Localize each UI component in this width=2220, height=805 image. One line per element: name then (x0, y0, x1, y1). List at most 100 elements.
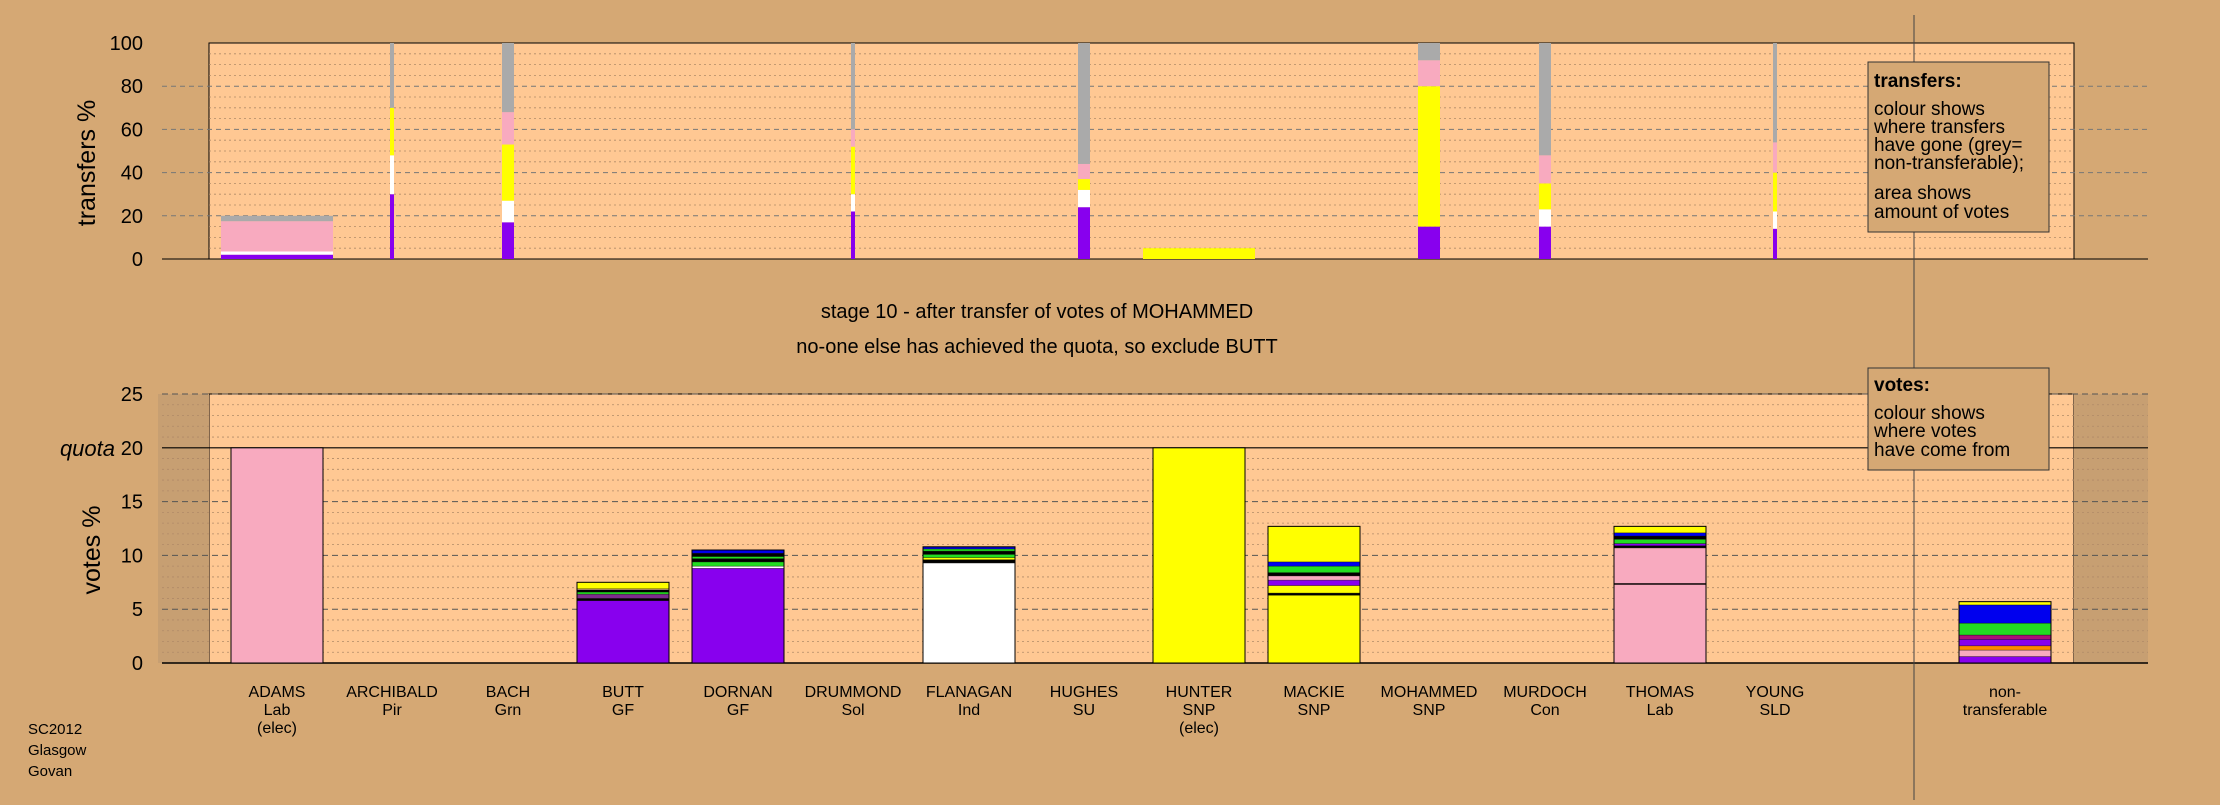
vote-segment-dornan (691, 565, 785, 569)
vote-segment-mackie (1267, 592, 1361, 596)
transfer-segment-adams (221, 215, 333, 222)
footer-line: SC2012 (28, 721, 82, 738)
candidate-party-label: Sol (841, 702, 864, 719)
transfer-segment-drummond (851, 194, 855, 212)
vote-bar-outline (576, 581, 670, 664)
candidate-party-label: Con (1530, 702, 1559, 719)
vote-segment-mackie (1267, 526, 1361, 563)
vote-segment-mackie (1267, 572, 1361, 577)
transfer-segment-young (1773, 43, 1777, 143)
vote-segment-flanagan (922, 548, 1016, 552)
vote-segment-flanagan (922, 550, 1016, 555)
candidate-party-label: SU (1073, 702, 1095, 719)
transfer-segment-drummond (851, 146, 855, 195)
votes-legend-line: have come from (1874, 440, 2010, 461)
vote-bar-outline (1958, 601, 2052, 664)
transfer-segment-bach (502, 200, 514, 223)
transfer-segment-young (1773, 172, 1777, 212)
footer-line: Govan (28, 763, 72, 780)
candidate-name-label: DORNAN (703, 684, 772, 701)
transfer-segment-hughes (1078, 163, 1090, 180)
vote-segment-dornan (691, 552, 785, 557)
footer-line: Glasgow (28, 742, 87, 759)
candidate-name-label: ARCHIBALD (346, 684, 438, 701)
vote-segment-butt (576, 591, 670, 595)
vote-segment-hunter (1152, 447, 1246, 664)
bottom-plot-background (208, 393, 2075, 664)
candidate-labels: ADAMSLab(elec)ARCHIBALDPirBACHGrnBUTTGFD… (249, 684, 2048, 737)
vote-bar-outline (230, 447, 324, 664)
candidate-party-label: Lab (264, 702, 291, 719)
transfer-segment-hughes (1078, 207, 1090, 259)
top-y-tick-label: 80 (121, 76, 143, 98)
candidate-party-label: GF (612, 702, 634, 719)
vote-segment-butt (576, 600, 670, 664)
top-y-tick-label: 100 (110, 33, 143, 55)
candidate-party-label: Lab (1647, 702, 1674, 719)
candidate-party-label: Pir (382, 702, 402, 719)
transfer-segment-adams (221, 221, 333, 252)
candidate-name-label: FLANAGAN (926, 684, 1012, 701)
votes-legend-line: colour shows (1874, 403, 1985, 424)
transfer-segment-bach (502, 144, 514, 201)
transfer-segment-murdoch (1539, 183, 1551, 210)
transfers-legend-line: non-transferable); (1874, 153, 2024, 174)
transfer-segment-murdoch (1539, 155, 1551, 184)
candidate-name-label: BACH (486, 684, 530, 701)
vote-bar-outline (1152, 447, 1246, 664)
nontransferable-label: non- (1989, 684, 2021, 701)
candidate-name-label: MURDOCH (1503, 684, 1587, 701)
transfers-legend-line: colour shows (1874, 99, 1985, 120)
transfer-segment-murdoch (1539, 43, 1551, 156)
vote-segment-flanagan (922, 562, 1016, 664)
votes-legend-box (1867, 367, 2050, 471)
vote-segment-non-transferable (1958, 622, 2052, 636)
vote-segment-thomas (1613, 584, 1707, 664)
vote-segment-flanagan (922, 554, 1016, 558)
vote-segment-dornan (691, 561, 785, 567)
candidate-party-label: SLD (1759, 702, 1790, 719)
candidate-party-label: Grn (495, 702, 522, 719)
bottom-right-margin-band (2074, 394, 2148, 663)
candidate-name-label: YOUNG (1746, 684, 1805, 701)
top-grid (162, 53, 2148, 249)
vote-segment-butt (576, 598, 670, 601)
vote-segment-thomas (1613, 532, 1707, 537)
vote-segment-non-transferable (1958, 639, 2052, 647)
vote-segment-butt (576, 589, 670, 593)
transfer-segment-adams (221, 254, 333, 259)
candidate-name-label: THOMAS (1626, 684, 1694, 701)
candidate-party-label: SNP (1183, 702, 1216, 719)
vote-segment-mackie (1267, 561, 1361, 567)
vote-bar-outline (922, 546, 1016, 664)
vote-segment-butt (576, 593, 670, 599)
votes-legend-line: where votes (1873, 421, 1976, 442)
vote-bar-outline (1267, 525, 1361, 664)
transfer-segment-archibald (390, 155, 394, 195)
quota-label: quota (60, 436, 115, 461)
stage-title: stage 10 - after transfer of votes of MO… (821, 301, 1253, 323)
bottom-y-tick-label: 20 (121, 438, 143, 460)
vote-segment-thomas (1613, 526, 1707, 534)
transfer-segment-adams (221, 251, 333, 255)
transfer-segment-bach (502, 222, 514, 259)
vote-segment-mackie (1267, 594, 1361, 664)
transfers-legend-line: area shows (1874, 183, 1971, 204)
transfer-segment-drummond (851, 43, 855, 130)
vote-segment-flanagan (922, 557, 1016, 561)
bottom-vote-bars (230, 447, 2052, 664)
top-y-axis-label: transfers % (73, 100, 101, 226)
transfer-segment-bach (502, 43, 514, 113)
vote-segment-thomas (1613, 547, 1707, 584)
candidate-name-label: BUTT (602, 684, 644, 701)
transfer-segment-drummond (851, 129, 855, 147)
top-y-tick-label: 0 (132, 249, 143, 271)
transfer-segment-mohammed (1418, 43, 1440, 61)
transfer-segment-mohammed (1418, 86, 1440, 227)
transfer-segment-bach (502, 112, 514, 145)
transfers-legend-line: where transfers (1873, 117, 2005, 138)
bottom-y-tick-label: 5 (132, 599, 143, 621)
top-y-tick-label: 20 (121, 206, 143, 228)
vote-segment-butt (576, 581, 670, 590)
